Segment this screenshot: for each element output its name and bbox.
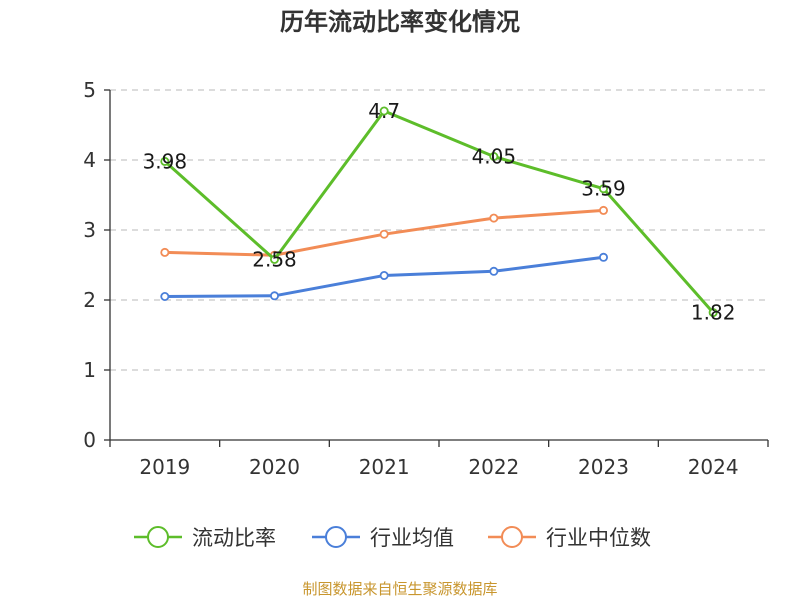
data-point xyxy=(379,229,389,239)
y-tick-label: 2 xyxy=(83,288,96,312)
chart-title: 历年流动比率变化情况 xyxy=(280,8,520,36)
data-label: 4.05 xyxy=(472,145,517,169)
x-tick-label: 2020 xyxy=(249,455,300,479)
data-label: 3.59 xyxy=(581,177,626,201)
data-point xyxy=(269,254,279,264)
data-point xyxy=(489,213,499,223)
data-point xyxy=(160,291,170,301)
y-tick-label: 5 xyxy=(83,78,96,102)
data-labels: 3.98 2.58 4.7 4.05 3.59 1.82 xyxy=(143,99,736,325)
gridlines xyxy=(110,89,768,371)
data-point xyxy=(379,106,389,116)
series-line-0 xyxy=(163,109,715,314)
source-note: 制图数据来自恒生聚源数据库 xyxy=(302,580,498,598)
y-tick-label: 3 xyxy=(83,218,96,242)
x-tick-label: 2019 xyxy=(139,455,190,479)
data-point xyxy=(489,151,499,161)
legend-marker xyxy=(501,526,523,548)
y-tick-label: 1 xyxy=(83,358,96,382)
data-label: 2.58 xyxy=(252,247,297,271)
axes: 0 1 2 3 4 5 2019 2020 2021 2022 2023 2024 xyxy=(83,78,769,479)
data-label: 4.7 xyxy=(368,99,400,123)
data-point xyxy=(489,266,499,276)
legend-label: 行业中位数 xyxy=(546,526,651,550)
legend-label: 行业均值 xyxy=(370,526,454,550)
data-point xyxy=(599,252,609,262)
data-point xyxy=(269,291,279,301)
y-tick-label: 4 xyxy=(83,148,96,172)
y-tick-label: 0 xyxy=(83,428,96,452)
legend-marker xyxy=(147,526,169,548)
x-tick-label: 2023 xyxy=(578,455,629,479)
x-tick-label: 2021 xyxy=(359,455,410,479)
data-point xyxy=(160,156,170,166)
legend-marker xyxy=(325,526,347,548)
legend: 流动比率 行业均值 行业中位数 xyxy=(134,526,651,550)
data-point xyxy=(160,247,170,257)
data-point xyxy=(708,308,718,318)
series-layer xyxy=(160,106,718,318)
data-point xyxy=(379,270,389,280)
data-label: 1.82 xyxy=(691,301,736,325)
data-point xyxy=(599,184,609,194)
data-label: 3.98 xyxy=(143,149,188,173)
data-point xyxy=(599,205,609,215)
x-tick-label: 2024 xyxy=(688,455,739,479)
legend-label: 流动比率 xyxy=(192,526,276,550)
x-tick-label: 2022 xyxy=(468,455,519,479)
